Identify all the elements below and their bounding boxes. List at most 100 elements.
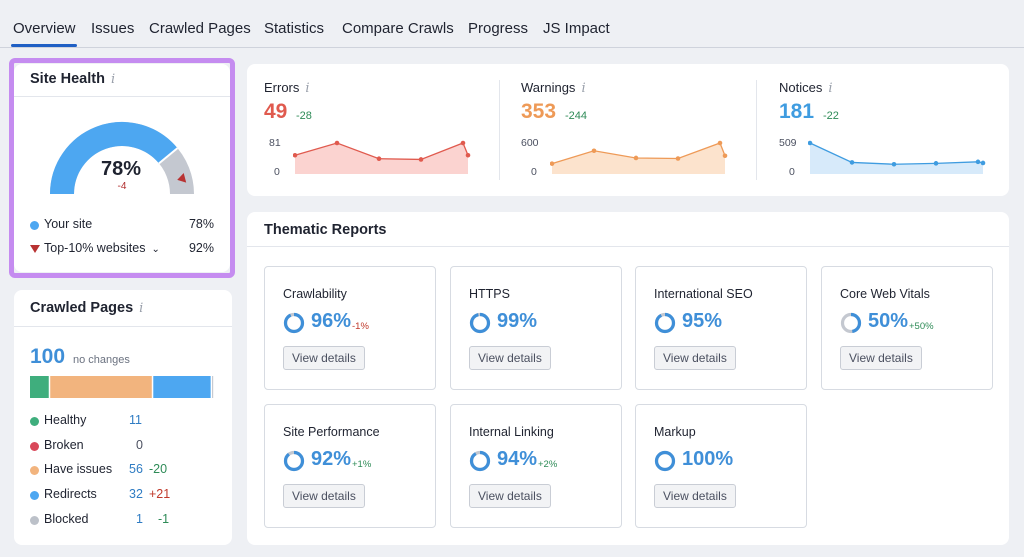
sparkline-area [810,143,983,174]
ring-progress [654,450,676,472]
sparkline-point[interactable] [975,159,981,165]
top10-label-text: Top-10% websites [44,241,146,255]
crawled-pages-row[interactable]: Broken 0 [30,438,220,454]
row-value[interactable]: 11 [129,413,142,427]
metric-sparkline[interactable] [293,137,473,177]
row-value[interactable]: 32 [129,487,143,502]
tab-crawled-pages[interactable]: Crawled Pages [149,20,251,37]
axis-max-label: 509 [779,137,797,149]
report-card-markup: Markup 100% View details [635,404,807,528]
sparkline-point[interactable] [933,161,939,166]
info-icon[interactable]: i [581,81,586,96]
report-name[interactable]: HTTPS [469,287,510,301]
tab-overview[interactable]: Overview [13,20,76,37]
sparkline-point[interactable] [334,140,340,146]
bar-segment-redirects[interactable] [153,376,211,398]
bar-segment-healthy[interactable] [30,376,49,398]
ring-progress [840,312,862,334]
crawled-pages-row[interactable]: Healthy 11 [30,413,220,429]
top10-triangle-icon [30,245,40,253]
sparkline-point[interactable] [849,160,855,165]
report-name[interactable]: Site Performance [283,425,380,439]
report-name[interactable]: Crawlability [283,287,347,301]
tab-progress[interactable]: Progress [468,20,529,37]
sparkline-point[interactable] [808,140,813,146]
bar-segment-blocked[interactable] [212,376,214,398]
active-tab-indicator [11,44,77,47]
view-details-button[interactable]: View details [654,346,736,370]
ring-progress [469,450,491,472]
view-details-button[interactable]: View details [283,484,365,508]
metric-title-notices: Notices i [779,80,833,96]
sparkline-point[interactable] [460,140,466,146]
your-site-dot-icon [30,221,39,230]
progress-ring-icon [469,312,491,334]
sparkline-point[interactable] [891,161,897,167]
tab-statistics[interactable]: Statistics [264,20,325,37]
info-icon[interactable]: i [139,301,144,316]
info-icon[interactable]: i [305,81,310,96]
legend-top10[interactable]: Top-10% websites ⌄ 92% [30,241,214,257]
sparkline-point[interactable] [633,155,639,161]
report-delta: -1% [352,321,369,332]
row-value[interactable]: 1 [136,511,143,526]
sparkline-point[interactable] [591,148,597,154]
crawled-pages-row[interactable]: Blocked 1 -1 [30,512,220,528]
sparkline-point[interactable] [465,152,471,158]
divider [14,326,232,327]
axis-max-label: 81 [269,137,281,149]
metric-value[interactable]: 353 [521,100,557,123]
view-details-button[interactable]: View details [469,484,551,508]
chevron-down-icon[interactable]: ⌄ [151,244,160,255]
sparkline-point[interactable] [717,140,723,146]
info-icon[interactable]: i [110,72,116,87]
row-value[interactable]: 0 [136,437,143,452]
metric-sparkline[interactable] [808,137,988,177]
thematic-reports-title: Thematic Reports [264,222,387,238]
crawled-pages-title: Crawled Pages i [30,300,143,316]
sparkline-point[interactable] [376,156,382,161]
status-dot-icon [30,491,39,501]
progress-ring-icon [283,450,305,472]
divider [247,246,1009,247]
report-delta: +2% [538,459,558,470]
info-icon[interactable]: i [828,81,833,96]
sparkline-point[interactable] [980,160,986,166]
legend-label: Top-10% websites ⌄ [44,241,160,255]
row-delta: -1 [158,511,170,526]
metric-sparkline[interactable] [550,137,730,177]
metric-value[interactable]: 49 [264,100,288,123]
metric-title-errors: Errors i [264,80,310,96]
sparkline-point[interactable] [675,156,681,161]
tab-issues[interactable]: Issues [91,20,135,37]
report-tabs: Overview Issues Crawled Pages Statistics… [0,0,1024,48]
sparkline-point[interactable] [722,153,728,159]
status-dot-icon [30,417,39,426]
report-name[interactable]: Core Web Vitals [840,287,930,301]
sparkline-point[interactable] [418,157,424,162]
bar-segment-have-issues[interactable] [50,376,152,398]
metric-delta: -244 [565,110,588,122]
report-percent: 94% [497,448,538,470]
tab-compare-crawls[interactable]: Compare Crawls [342,20,454,37]
metric-delta: -28 [296,110,312,122]
view-details-button[interactable]: View details [840,346,922,370]
report-name[interactable]: Internal Linking [469,425,554,439]
crawled-pages-row[interactable]: Redirects 32 +21 [30,487,220,503]
report-name[interactable]: Markup [654,425,696,439]
report-name[interactable]: International SEO [654,287,753,301]
view-details-button[interactable]: View details [469,346,551,370]
row-value[interactable]: 56 [129,462,143,477]
sparkline-point[interactable] [293,152,298,158]
view-details-button[interactable]: View details [283,346,365,370]
crawled-pages-total[interactable]: 100 [30,345,66,368]
sparkline-point[interactable] [550,161,555,166]
axis-max-label: 600 [521,137,539,149]
crawled-pages-row[interactable]: Have issues 56 -20 [30,462,220,478]
crawled-pages-title-text: Crawled Pages [30,300,134,316]
progress-ring-icon [654,450,676,472]
metric-value[interactable]: 181 [779,100,815,123]
tab-js-impact[interactable]: JS Impact [543,20,610,37]
status-dot-icon [30,441,39,451]
view-details-button[interactable]: View details [654,484,736,508]
